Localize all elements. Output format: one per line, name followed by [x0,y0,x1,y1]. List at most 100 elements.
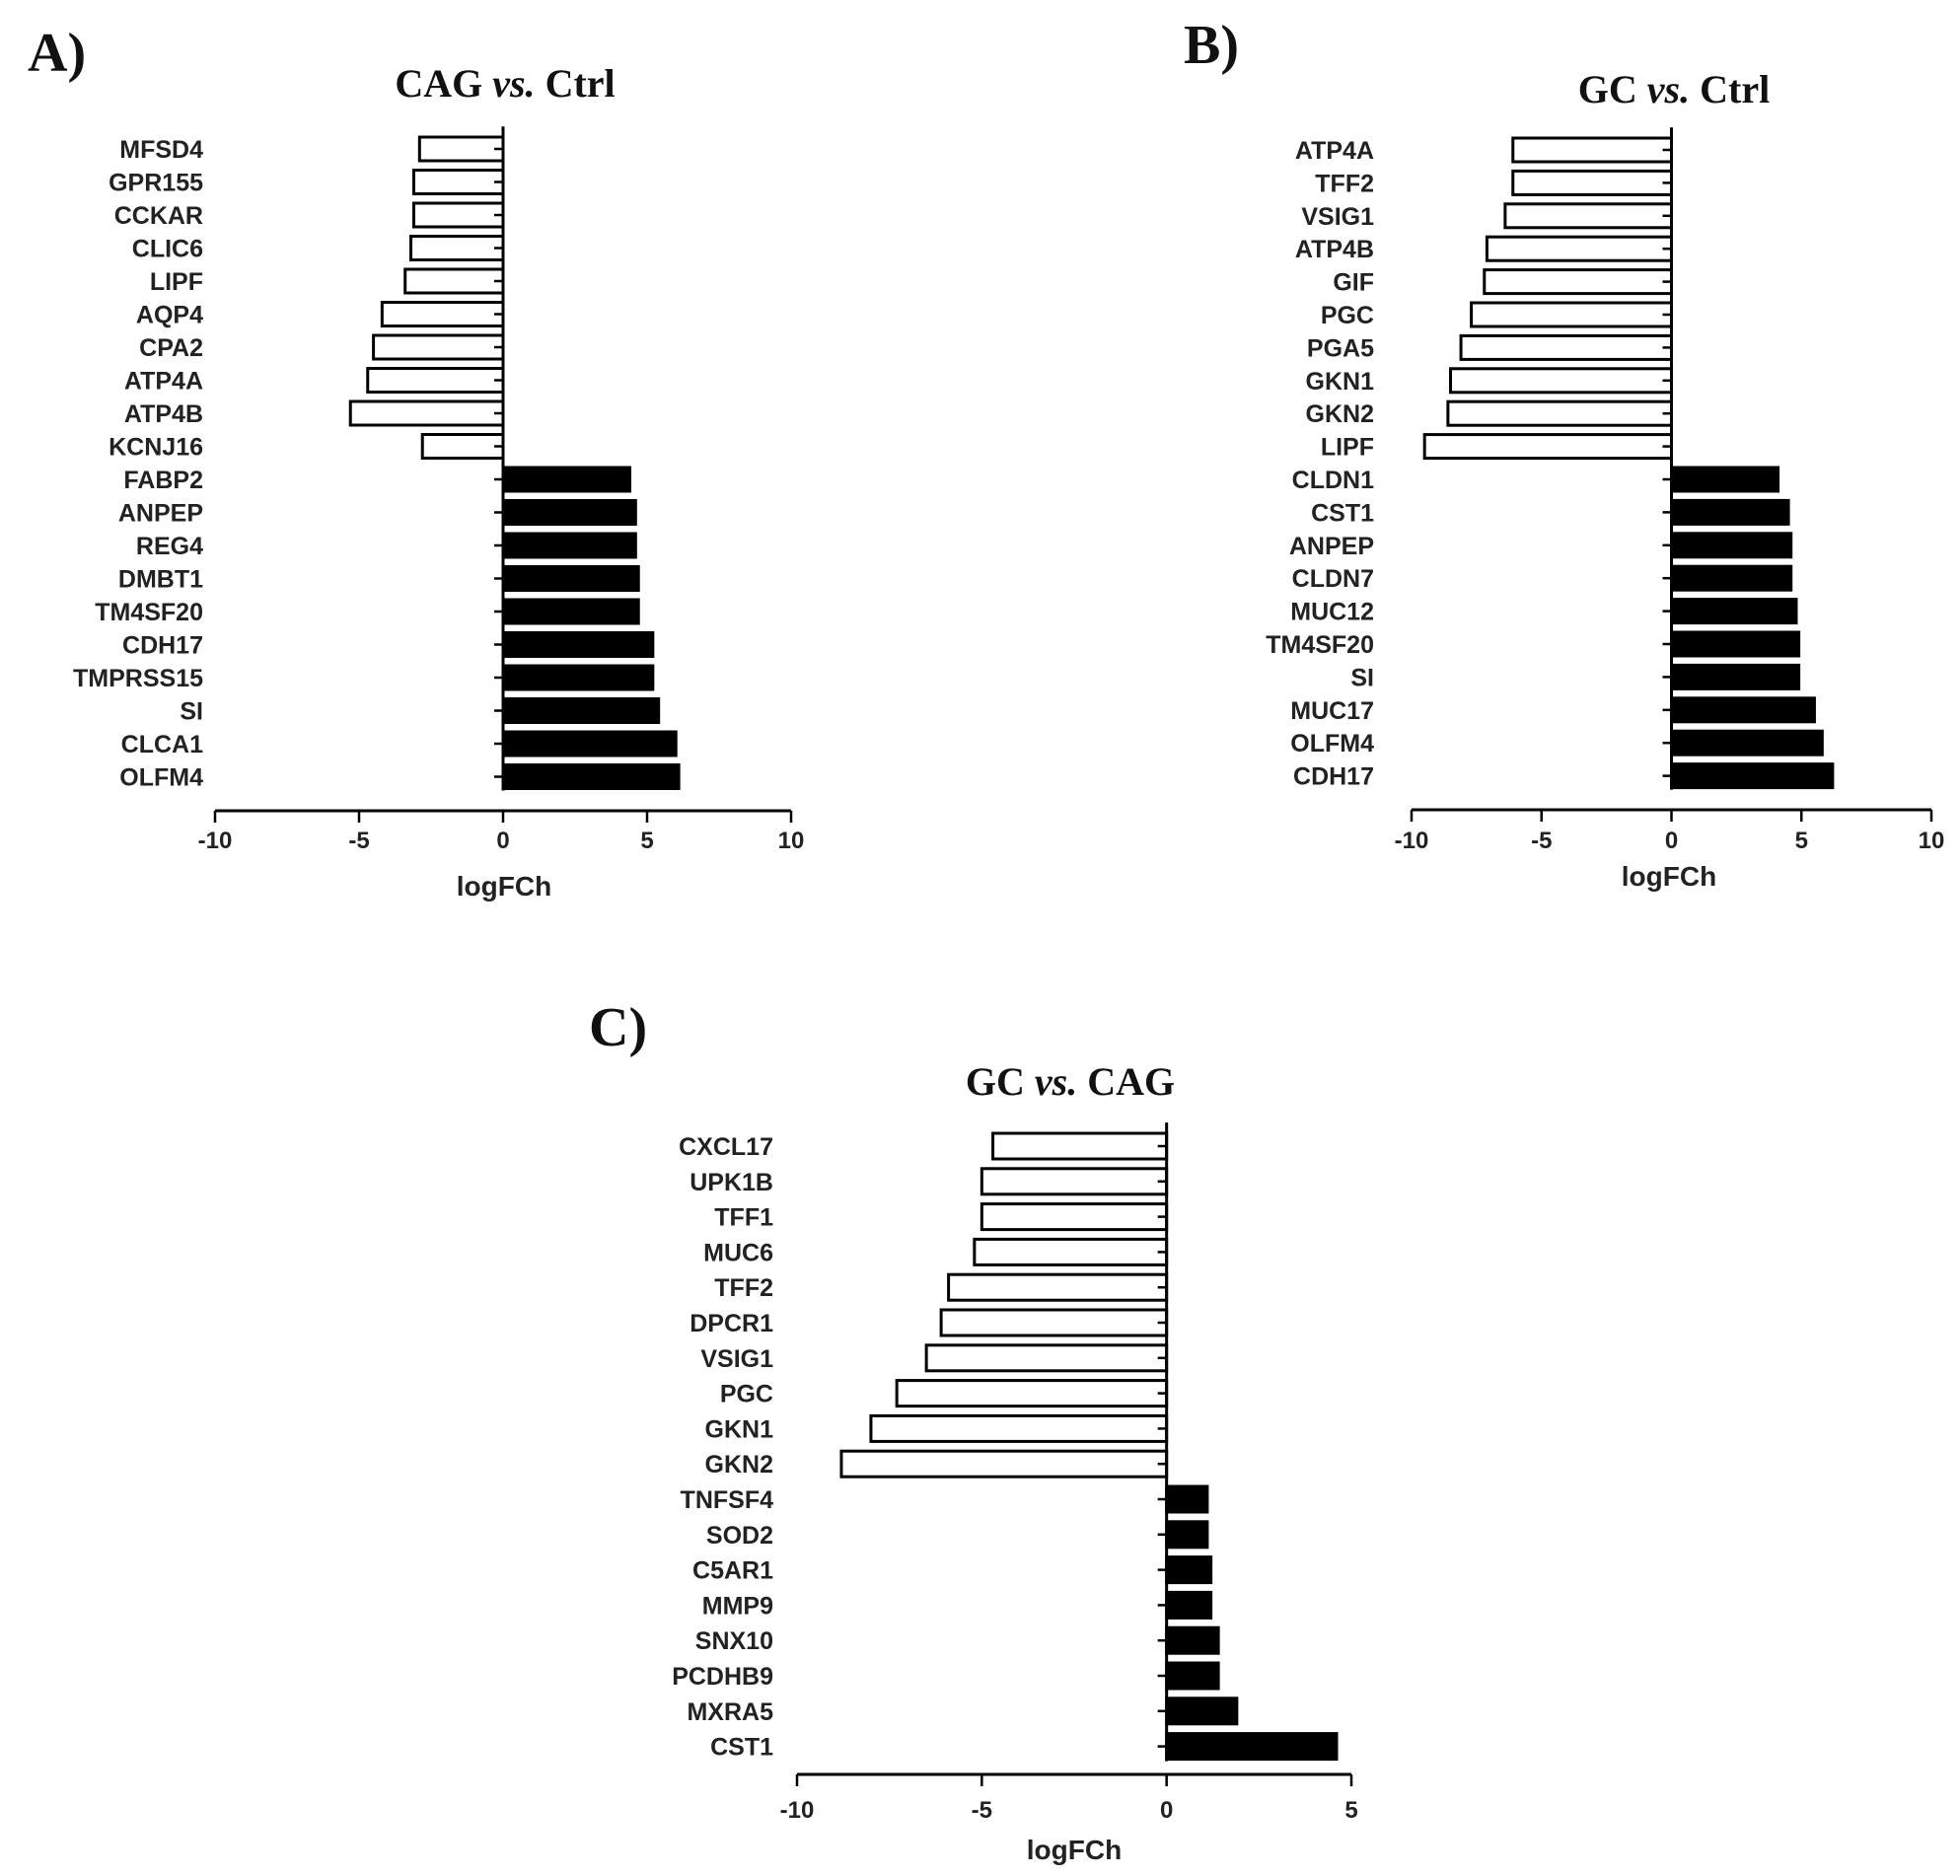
category-label: UPK1B [690,1169,773,1196]
bar-cldn7 [1670,564,1793,592]
category-label: ANPEP [118,500,203,528]
category-label: GKN2 [705,1451,773,1479]
x-tick-label: 10 [778,828,805,854]
bar-atp4a [366,367,505,394]
category-label: DMBT1 [118,566,203,594]
category-label: VSIG1 [700,1345,773,1373]
bar-reg4 [501,532,637,559]
chart-panel-1: A) CAG vs. Ctrl MFSD4 GPR155 CCKAR CLIC6 LIPF A… [28,23,804,902]
bar-tff1 [980,1202,1169,1232]
bar-tnfsf4 [1165,1484,1209,1514]
category-label: VSIG1 [1301,203,1374,231]
bar-cckar [411,201,505,229]
chart-title-vs: vs. [1035,1059,1077,1104]
category-label: PCDHB9 [672,1663,773,1691]
chart-title: CAG vs. Ctrl [395,61,615,106]
category-label: GPR155 [109,170,203,197]
panel-label: A) [28,23,86,84]
bar-olfm4 [1670,729,1824,757]
category-label: ATP4A [124,368,203,396]
category-label: TFF1 [714,1204,773,1232]
x-axis-title: logFCh [457,871,551,902]
bar-snx10 [1165,1625,1220,1655]
category-label: CLDN1 [1292,467,1374,494]
bar-tm4sf20 [1670,630,1801,658]
category-label: CPA2 [139,334,203,362]
category-label: AQP4 [136,302,203,329]
chart-panel-3: C) GC vs. CAG CXCL17 UPK1B TFF1 MUC6 TFF2 DPCR1… [589,997,1358,1865]
x-axis-title: logFCh [1027,1835,1122,1865]
bar-atp4b [348,399,505,427]
category-label: CLCA1 [121,731,203,758]
bar-aqp4 [380,301,505,327]
bar-cdh17 [501,631,655,658]
chart-title-main: GC [966,1059,1035,1104]
chart-title-vs: vs. [1647,67,1690,111]
bar-pgc [1470,301,1673,328]
chart-title-main: CAG [395,61,492,106]
category-label: TFF2 [1315,170,1374,197]
category-label: MUC12 [1290,599,1374,626]
panel-label: B) [1184,15,1239,76]
category-label: PGC [1321,302,1374,329]
x-axis-title: logFCh [1622,861,1716,892]
category-label: PGC [720,1381,773,1408]
category-label: PGA5 [1307,334,1374,362]
category-label: CLDN7 [1292,565,1374,593]
category-label: CLIC6 [132,236,203,263]
category-label: CST1 [1311,499,1374,527]
bar-clic6 [409,235,505,261]
bar-si [1670,663,1801,690]
bar-dmbt1 [501,565,640,592]
category-label: SNX10 [695,1627,773,1655]
category-label: ATP4A [1295,137,1374,165]
category-label: GIF [1333,269,1374,297]
bar-cxcl17 [991,1131,1169,1161]
chart-title-rest: Ctrl [1690,67,1770,111]
bar-muc6 [973,1237,1169,1266]
bar-gkn1 [1449,367,1674,395]
bar-cst1 [1165,1732,1339,1762]
bar-lipf [1422,433,1674,461]
category-label: GKN2 [1306,400,1374,428]
x-tick-label: 0 [1160,1797,1173,1824]
category-label: LIPF [1321,434,1374,462]
category-label: TMPRSS15 [73,665,203,692]
bar-cdh17 [1670,762,1835,790]
bar-cpa2 [372,333,505,361]
category-label: CDH17 [1293,763,1374,791]
bar-atp4a [1511,136,1674,164]
bar-gpr155 [411,169,505,195]
bar-vsig1 [1503,202,1673,230]
bar-sod2 [1165,1520,1209,1550]
bar-tm4sf20 [501,598,640,625]
category-label: MUC6 [703,1239,773,1266]
chart-title: GC vs. CAG [966,1059,1175,1104]
category-label: ATP4B [124,400,203,428]
bar-vsig1 [924,1343,1169,1373]
chart-title-main: GC [1578,67,1647,111]
bar-kcnj16 [420,433,505,460]
bar-olfm4 [501,763,681,790]
panel-label: C) [589,997,647,1058]
category-label: TFF2 [714,1274,773,1302]
x-tick-label: -10 [780,1797,815,1824]
x-tick-label: -5 [972,1797,992,1824]
category-label: C5AR1 [692,1557,773,1585]
x-tick-label: 5 [640,828,653,854]
category-label: LIPF [150,268,203,296]
bar-mfsd4 [417,135,505,163]
bar-tff2 [1511,169,1674,196]
category-label: SI [1350,664,1374,691]
bar-anpep [1670,532,1793,559]
x-tick-label: 5 [1795,828,1808,854]
chart-panel-2: B) GC vs. Ctrl ATP4A TFF2 VSIG1 ATP4B GIF PGC PG… [1184,15,1944,892]
bar-pga5 [1459,333,1673,361]
bar-upk1b [980,1167,1169,1196]
category-label: CCKAR [114,202,203,230]
bar-clca1 [501,730,678,758]
bar-tff2 [947,1272,1169,1302]
category-label: ATP4B [1295,236,1374,263]
x-tick-label: -5 [1531,828,1552,854]
bar-c5ar1 [1165,1555,1213,1585]
